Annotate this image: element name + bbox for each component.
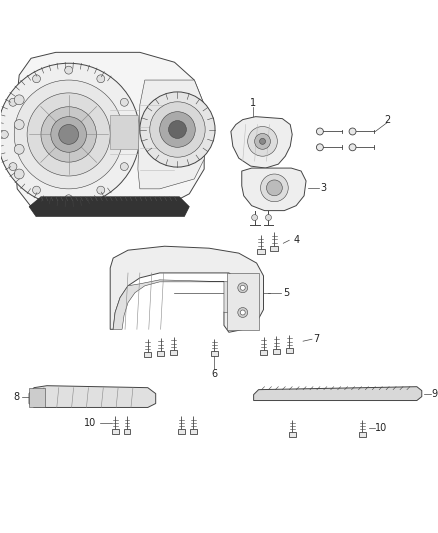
Circle shape — [150, 102, 205, 157]
Circle shape — [140, 92, 215, 167]
Circle shape — [14, 144, 24, 154]
Polygon shape — [113, 280, 229, 329]
Circle shape — [160, 112, 195, 147]
Circle shape — [238, 283, 248, 293]
Text: 1: 1 — [250, 98, 256, 108]
Circle shape — [240, 285, 245, 290]
Circle shape — [238, 308, 248, 318]
Polygon shape — [29, 197, 189, 216]
Bar — [359, 432, 366, 437]
Bar — [227, 273, 258, 330]
Circle shape — [27, 93, 110, 176]
Circle shape — [9, 99, 17, 106]
Circle shape — [97, 75, 105, 83]
Bar — [273, 349, 280, 354]
Bar — [190, 429, 197, 434]
Bar — [170, 350, 177, 355]
Bar — [270, 246, 279, 251]
Bar — [286, 348, 293, 353]
Circle shape — [32, 75, 40, 83]
Bar — [257, 249, 265, 254]
Circle shape — [65, 66, 73, 74]
Bar — [178, 429, 185, 434]
Circle shape — [349, 128, 356, 135]
Bar — [29, 387, 45, 407]
Polygon shape — [231, 117, 292, 168]
Polygon shape — [138, 80, 207, 189]
Polygon shape — [29, 386, 155, 407]
Circle shape — [169, 120, 186, 139]
Circle shape — [9, 163, 17, 171]
Circle shape — [51, 117, 86, 152]
Circle shape — [316, 144, 323, 151]
Circle shape — [266, 180, 283, 196]
Text: 3: 3 — [321, 183, 327, 193]
Circle shape — [260, 139, 265, 144]
Circle shape — [349, 144, 356, 151]
Text: 7: 7 — [313, 334, 319, 344]
Circle shape — [14, 95, 24, 105]
Circle shape — [0, 131, 8, 139]
Circle shape — [261, 174, 288, 201]
Circle shape — [14, 169, 24, 179]
Bar — [211, 351, 218, 356]
Bar — [260, 350, 267, 355]
Circle shape — [240, 310, 245, 315]
Bar — [124, 429, 131, 434]
Circle shape — [41, 107, 96, 162]
Bar — [110, 115, 138, 149]
Polygon shape — [110, 246, 264, 332]
Circle shape — [59, 125, 78, 144]
Circle shape — [265, 215, 272, 221]
Text: 6: 6 — [211, 369, 217, 379]
Circle shape — [97, 186, 105, 194]
Circle shape — [254, 133, 270, 149]
Circle shape — [252, 215, 258, 221]
Circle shape — [129, 131, 137, 139]
Polygon shape — [242, 168, 306, 211]
Text: 10: 10 — [375, 423, 388, 433]
Circle shape — [14, 80, 123, 189]
Circle shape — [32, 186, 40, 194]
Circle shape — [14, 119, 24, 130]
Circle shape — [120, 163, 128, 171]
Text: 2: 2 — [384, 115, 390, 125]
Text: 4: 4 — [293, 235, 299, 245]
Bar — [112, 429, 119, 434]
Text: 9: 9 — [431, 389, 438, 399]
Polygon shape — [14, 52, 204, 214]
Polygon shape — [254, 386, 422, 400]
Circle shape — [120, 99, 128, 106]
Circle shape — [65, 195, 73, 203]
Bar — [145, 352, 151, 357]
Text: 5: 5 — [283, 288, 290, 298]
Text: 8: 8 — [13, 392, 19, 401]
Text: 10: 10 — [84, 418, 96, 429]
Bar — [289, 432, 296, 437]
Circle shape — [248, 126, 277, 156]
Circle shape — [316, 128, 323, 135]
Bar — [157, 351, 164, 356]
Circle shape — [0, 63, 140, 206]
